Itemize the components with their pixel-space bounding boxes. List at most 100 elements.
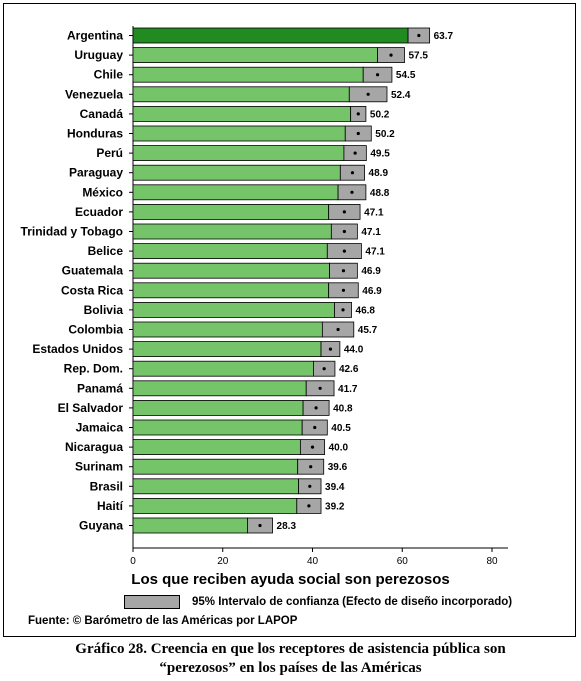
point-estimate xyxy=(336,327,340,332)
category-label: Haití xyxy=(97,499,124,513)
category-label: Canadá xyxy=(80,107,124,121)
bar xyxy=(132,517,248,534)
bar xyxy=(132,125,346,142)
value-label: 46.8 xyxy=(356,305,376,316)
value-label: 39.6 xyxy=(328,462,348,473)
point-estimate xyxy=(310,445,315,449)
x-axis-label: Los que reciben ayuda social son perezos… xyxy=(131,571,450,588)
point-estimate xyxy=(350,171,355,175)
point-estimate xyxy=(318,386,322,390)
category-label: Rep. Dom. xyxy=(64,362,123,376)
bar xyxy=(132,458,299,475)
bar xyxy=(132,223,332,240)
point-estimate xyxy=(417,33,421,38)
value-label: 40.0 xyxy=(329,443,349,454)
bar xyxy=(132,497,298,514)
bar xyxy=(132,184,339,201)
bar xyxy=(132,439,301,456)
category-label: Ecuador xyxy=(75,205,123,219)
point-estimate xyxy=(258,523,262,528)
point-estimate xyxy=(309,465,313,469)
point-estimate xyxy=(342,210,346,214)
bar xyxy=(132,341,322,358)
value-label: 45.7 xyxy=(358,325,378,336)
point-estimate xyxy=(341,308,345,312)
point-estimate xyxy=(307,504,311,508)
value-label: 63.7 xyxy=(434,31,454,42)
category-label: Honduras xyxy=(67,127,123,141)
bar xyxy=(132,164,341,181)
category-label: Guyana xyxy=(79,519,123,533)
category-label: Panamá xyxy=(77,381,123,395)
value-label: 48.8 xyxy=(370,188,390,199)
caption-line-2: “perezosos” en los países de las América… xyxy=(159,660,422,676)
x-tick-label: 80 xyxy=(486,556,498,567)
value-label: 46.9 xyxy=(361,266,381,277)
category-label: Chile xyxy=(94,68,124,82)
category-label: Belice xyxy=(88,244,124,258)
category-label: Paraguay xyxy=(69,166,123,180)
category-label: México xyxy=(82,185,123,199)
category-label: Surinam xyxy=(75,460,123,474)
point-estimate xyxy=(356,131,360,136)
value-label: 57.5 xyxy=(408,51,428,62)
value-label: 44.0 xyxy=(344,345,364,356)
category-label: Perú xyxy=(96,146,123,160)
value-label: 50.2 xyxy=(370,109,390,120)
category-label: Brasil xyxy=(90,479,123,493)
bar-chart: Argentina 63.7 Uruguay 57.5 Chile 54.5 Venezue… xyxy=(21,26,508,567)
point-estimate xyxy=(322,367,326,371)
value-label: 47.1 xyxy=(365,247,385,258)
legend-ci-label: 95% Intervalo de confianza (Efecto de di… xyxy=(192,596,513,608)
bar xyxy=(132,145,345,162)
point-estimate xyxy=(308,484,312,488)
bar xyxy=(132,203,330,220)
point-estimate xyxy=(341,269,346,273)
category-label: Guatemala xyxy=(62,264,124,278)
value-label: 49.5 xyxy=(370,149,390,160)
category-label: Estados Unidos xyxy=(32,342,123,356)
bar xyxy=(132,47,378,63)
value-label: 39.2 xyxy=(325,501,345,512)
category-label: Costa Rica xyxy=(61,283,123,297)
bar xyxy=(132,478,299,495)
x-tick-label: 60 xyxy=(397,556,409,567)
bar xyxy=(132,86,350,103)
point-estimate xyxy=(314,406,318,410)
x-tick-label: 20 xyxy=(217,556,229,567)
bar xyxy=(132,106,352,122)
bar xyxy=(132,243,328,260)
bar xyxy=(132,282,330,299)
point-estimate xyxy=(353,151,357,155)
value-label: 47.1 xyxy=(361,227,381,238)
x-tick-label: 40 xyxy=(307,556,319,567)
category-label: Argentina xyxy=(67,29,123,43)
category-label: Colombia xyxy=(68,323,123,337)
bar xyxy=(132,419,303,436)
point-estimate xyxy=(342,229,346,234)
bar xyxy=(132,360,314,377)
bar xyxy=(132,66,364,83)
point-estimate xyxy=(313,425,317,430)
point-estimate xyxy=(328,347,333,351)
category-label: Bolivia xyxy=(84,303,124,317)
point-estimate xyxy=(350,190,354,194)
point-estimate xyxy=(341,288,346,292)
category-label: Trinidad y Tobago xyxy=(21,225,123,239)
value-label: 46.9 xyxy=(362,286,382,297)
value-label: 40.5 xyxy=(331,423,351,434)
bar xyxy=(132,262,330,279)
bar xyxy=(132,380,307,397)
value-label: 52.4 xyxy=(391,90,411,101)
point-estimate xyxy=(389,53,393,57)
bar xyxy=(132,27,409,44)
value-label: 41.7 xyxy=(338,384,358,395)
point-estimate xyxy=(356,112,360,116)
category-label: Jamaica xyxy=(76,421,124,435)
caption-line-1: Gráfico 28. Creencia en que los receptor… xyxy=(75,641,506,657)
point-estimate xyxy=(342,249,346,253)
point-estimate xyxy=(366,92,370,96)
bar xyxy=(132,399,304,416)
bar xyxy=(132,321,323,338)
figure-frame xyxy=(3,3,576,637)
